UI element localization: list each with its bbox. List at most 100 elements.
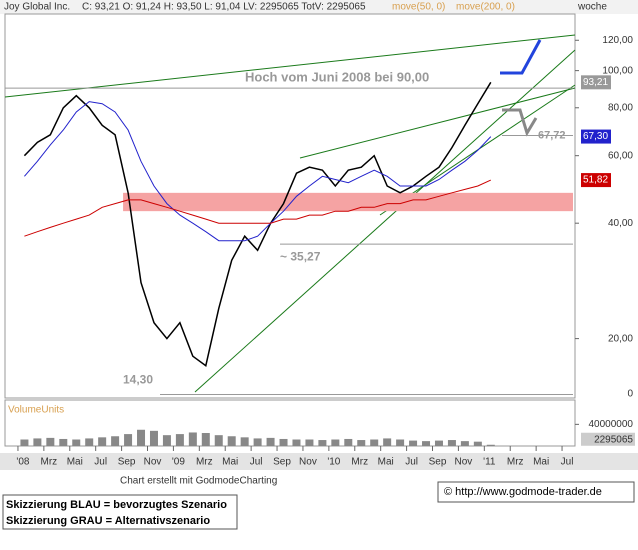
copyright: © http://www.godmode-trader.de — [444, 486, 602, 498]
volume-bar — [124, 434, 133, 446]
volume-bar — [447, 440, 456, 446]
copyright-box — [437, 481, 635, 503]
y-tick-label: 120,00 — [602, 35, 633, 46]
period: woche — [577, 2, 607, 13]
volume-bar — [486, 444, 495, 446]
x-tick-label: Nov — [455, 457, 473, 468]
footer-gray: Skizzierung GRAU = Alternativszenario — [6, 515, 210, 527]
credit: Chart erstellt mit GodmodeCharting — [120, 476, 277, 487]
volume-bar — [46, 437, 55, 446]
x-tick-label: Mai — [222, 457, 238, 468]
volume-bar — [434, 440, 443, 446]
footer-box — [2, 494, 238, 530]
trend-line — [299, 87, 576, 159]
value-tag-label: 51,82 — [583, 175, 608, 186]
volume-bar — [98, 437, 107, 446]
x-tick-label: '08 — [16, 457, 29, 468]
volume-bar — [72, 439, 81, 446]
legend-entry: move(200, 0) — [456, 2, 515, 13]
x-tick-label: Mrz — [507, 457, 524, 468]
x-tick-label: '10 — [327, 457, 340, 468]
y-tick-label: 0 — [627, 389, 633, 400]
value-tag — [581, 173, 611, 188]
y-tick-label: 40,00 — [608, 218, 633, 229]
volume-bar — [357, 440, 366, 446]
volume-bar — [344, 438, 353, 446]
value-tag — [581, 129, 611, 144]
x-tick-label: Jul — [561, 457, 574, 468]
header-info: C: 93,21 O: 91,24 H: 93,50 L: 91,04 LV: … — [82, 2, 366, 13]
y-tick-label: 20,00 — [608, 333, 633, 344]
y-tick-label: 100,00 — [602, 65, 633, 76]
volume-bar — [201, 433, 210, 446]
x-tick-label: Mrz — [351, 457, 368, 468]
x-tick-label: Sep — [118, 457, 136, 468]
volume-label: VolumeUnits — [8, 405, 64, 416]
volume-bar — [214, 435, 223, 446]
volume-bar — [149, 430, 158, 446]
value-tag-label: 93,21 — [583, 77, 608, 88]
volume-bar — [162, 435, 171, 446]
volume-bar — [473, 441, 482, 446]
volume-bar — [292, 439, 301, 446]
moving-average — [24, 101, 492, 242]
x-tick-label: Nov — [299, 457, 317, 468]
volume-bar — [175, 434, 184, 446]
x-tick-label: '11 — [483, 457, 496, 468]
volume-bar — [370, 439, 379, 446]
x-tick-label: Mai — [378, 457, 394, 468]
x-tick-label: Mrz — [196, 457, 213, 468]
value-tag — [581, 75, 611, 90]
x-tick-label: '09 — [172, 457, 185, 468]
legend-entry: move(50, 0) — [392, 2, 445, 13]
chart-title: Joy Global Inc. — [4, 2, 70, 13]
volume-bar — [227, 436, 236, 446]
volume-bar — [383, 438, 392, 446]
volume-bar — [331, 439, 340, 446]
y-tick-label: 60,00 — [608, 150, 633, 161]
x-tick-label: Sep — [273, 457, 291, 468]
volume-bar — [318, 440, 327, 446]
value-tag-label: 2295065 — [594, 434, 633, 445]
support-zone — [123, 192, 574, 212]
volume-bar — [33, 438, 42, 446]
volume-bar — [137, 429, 146, 446]
level-label: 67,72 — [538, 129, 566, 141]
level-label: 14,30 — [123, 373, 153, 387]
x-tick-label: Jul — [405, 457, 418, 468]
volume-bar — [59, 438, 68, 446]
trend-line — [4, 34, 576, 98]
volume-bar — [85, 438, 94, 446]
volume-bar — [409, 440, 418, 446]
volume-bar — [305, 439, 314, 446]
trend-line — [194, 49, 576, 393]
level-label: Hoch vom Juni 2008 bei 90,00 — [245, 70, 429, 85]
volume-bar — [279, 438, 288, 446]
value-tag — [581, 432, 635, 446]
volume-bar — [240, 437, 249, 446]
value-tag-label: 67,30 — [583, 131, 608, 142]
x-tick-label: Jul — [94, 457, 107, 468]
volume-bar — [253, 438, 262, 446]
scenario-gray — [502, 108, 538, 137]
y-tick-label: 80,00 — [608, 102, 633, 113]
x-axis-bar — [0, 453, 638, 470]
scenario-blue — [500, 39, 542, 75]
footer-blue: Skizzierung BLAU = bevorzugtes Szenario — [6, 499, 227, 511]
x-tick-label: Nov — [144, 457, 162, 468]
volume-bar — [460, 441, 469, 446]
y-tick-label: 40000000 — [589, 419, 634, 430]
x-tick-label: Mrz — [41, 457, 58, 468]
moving-average — [24, 179, 492, 237]
volume-bar — [111, 436, 120, 446]
x-tick-label: Jul — [250, 457, 263, 468]
volume-bar — [396, 439, 405, 446]
x-tick-label: Sep — [429, 457, 447, 468]
header-bar — [0, 0, 638, 14]
volume-bar — [422, 441, 431, 446]
volume-bar — [188, 432, 197, 446]
x-tick-label: Mai — [67, 457, 83, 468]
x-tick-label: Mai — [533, 457, 549, 468]
volume-bar — [266, 437, 275, 446]
